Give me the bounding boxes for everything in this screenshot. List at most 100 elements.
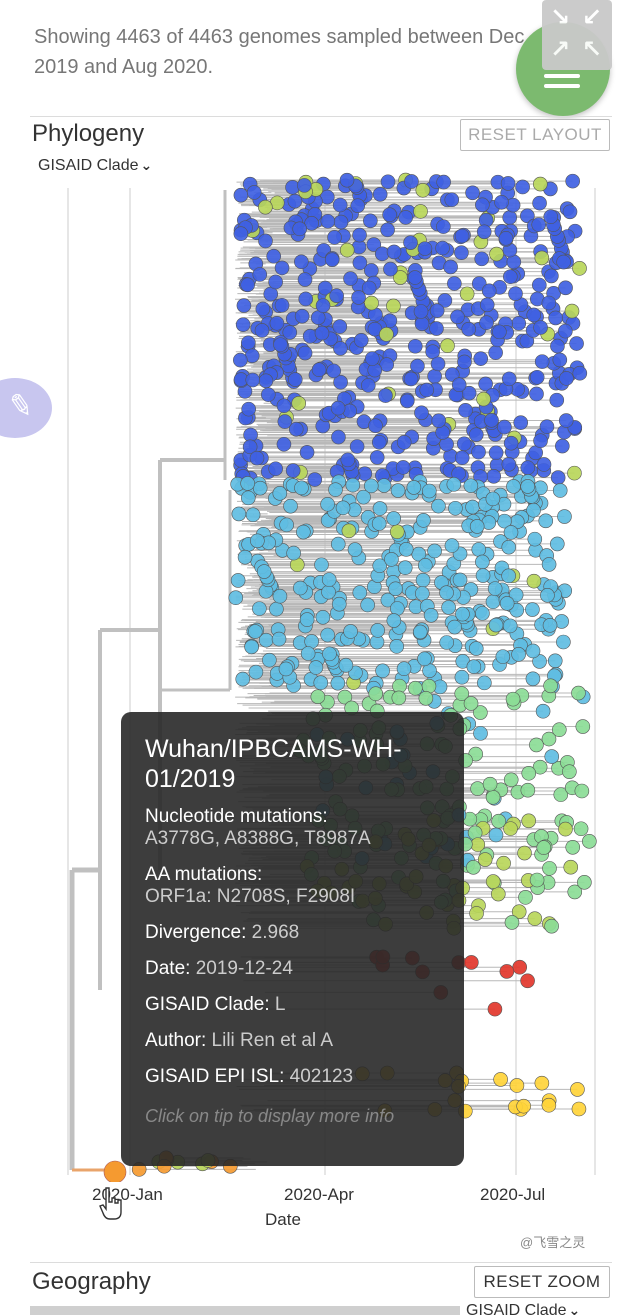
tree-tip[interactable] bbox=[403, 371, 419, 387]
tree-tip[interactable] bbox=[372, 558, 388, 574]
tree-tip[interactable] bbox=[532, 195, 547, 211]
tree-tip[interactable] bbox=[458, 403, 473, 418]
tree-tip[interactable] bbox=[526, 573, 542, 589]
tree-tip[interactable] bbox=[330, 400, 346, 416]
tree-tip[interactable] bbox=[511, 316, 527, 331]
tree-tip[interactable] bbox=[569, 336, 584, 351]
tree-tip[interactable] bbox=[431, 413, 447, 428]
tree-tip[interactable] bbox=[304, 216, 319, 231]
tree-tip[interactable] bbox=[298, 291, 314, 307]
tree-tip[interactable] bbox=[478, 376, 493, 392]
tree-tip[interactable] bbox=[541, 295, 557, 311]
tree-tip[interactable] bbox=[556, 634, 571, 650]
tree-tip[interactable] bbox=[421, 678, 437, 694]
exit-fullscreen-button[interactable]: ↘ ↙ ↗ ↖ bbox=[542, 0, 612, 70]
tree-tip[interactable] bbox=[582, 834, 597, 849]
tree-tip[interactable] bbox=[338, 657, 354, 673]
tree-tip[interactable] bbox=[487, 1001, 503, 1017]
tree-tip[interactable] bbox=[276, 436, 292, 452]
tree-tip[interactable] bbox=[274, 260, 290, 276]
tree-tip[interactable] bbox=[463, 696, 479, 711]
tree-tip[interactable] bbox=[544, 918, 559, 934]
tree-tip[interactable] bbox=[352, 227, 367, 243]
tree-tip[interactable] bbox=[329, 288, 344, 303]
tree-tip[interactable] bbox=[503, 821, 518, 836]
tree-tip[interactable] bbox=[488, 445, 504, 461]
tree-tip[interactable] bbox=[393, 270, 408, 285]
tree-tip[interactable] bbox=[508, 587, 524, 603]
tree-tip[interactable] bbox=[422, 483, 437, 499]
tree-tip[interactable] bbox=[520, 208, 535, 224]
tree-tip[interactable] bbox=[552, 352, 568, 368]
tree-tip[interactable] bbox=[473, 705, 488, 720]
tree-tip[interactable] bbox=[493, 1072, 508, 1087]
tree-tip[interactable] bbox=[380, 174, 396, 190]
tree-tip[interactable] bbox=[361, 378, 376, 393]
tree-tip[interactable] bbox=[419, 382, 435, 398]
tree-tip[interactable] bbox=[540, 588, 555, 603]
tree-tip[interactable] bbox=[511, 647, 526, 662]
tree-tip[interactable] bbox=[465, 185, 480, 201]
tree-tip[interactable] bbox=[413, 204, 428, 219]
tree-tip[interactable] bbox=[485, 874, 501, 889]
tree-tip[interactable] bbox=[471, 444, 486, 460]
tree-tip[interactable] bbox=[343, 271, 358, 286]
tree-tip[interactable] bbox=[564, 303, 580, 319]
tree-tip[interactable] bbox=[577, 875, 592, 890]
tree-tip[interactable] bbox=[228, 590, 244, 606]
tree-tip[interactable] bbox=[532, 759, 548, 775]
tree-tip[interactable] bbox=[501, 457, 517, 472]
tree-tip[interactable] bbox=[504, 915, 520, 930]
tree-tip[interactable] bbox=[331, 429, 346, 445]
tree-tip[interactable] bbox=[351, 290, 366, 305]
tree-tip[interactable] bbox=[468, 427, 484, 442]
tree-tip[interactable] bbox=[300, 646, 316, 661]
tree-tip[interactable] bbox=[320, 627, 335, 643]
tree-tip[interactable] bbox=[457, 354, 472, 370]
tree-tip[interactable] bbox=[241, 335, 256, 351]
tree-tip[interactable] bbox=[276, 398, 292, 414]
tree-tip[interactable] bbox=[550, 338, 565, 354]
tree-tip[interactable] bbox=[321, 572, 337, 587]
tree-tip[interactable] bbox=[249, 450, 265, 466]
tree-tip[interactable] bbox=[288, 421, 304, 437]
tree-tip[interactable] bbox=[529, 737, 544, 753]
tree-tip[interactable] bbox=[294, 480, 309, 496]
tree-tip[interactable] bbox=[516, 1098, 531, 1114]
tree-tip[interactable] bbox=[549, 392, 565, 408]
tree-tip[interactable] bbox=[299, 445, 315, 460]
tree-tip[interactable] bbox=[532, 654, 547, 669]
tree-tip[interactable] bbox=[273, 337, 288, 352]
tree-tip[interactable] bbox=[287, 372, 303, 387]
tree-tip[interactable] bbox=[440, 338, 455, 354]
tree-tip[interactable] bbox=[320, 213, 336, 229]
tree-tip[interactable] bbox=[382, 207, 397, 222]
tree-tip[interactable] bbox=[531, 217, 547, 232]
tree-tip[interactable] bbox=[531, 277, 547, 293]
geo-color-by-dropdown[interactable]: GISAID Clade ⌄ bbox=[466, 1302, 580, 1315]
tree-tip[interactable] bbox=[279, 517, 294, 533]
tree-tip[interactable] bbox=[527, 531, 543, 547]
tree-tip[interactable] bbox=[324, 252, 340, 267]
tree-tip[interactable] bbox=[322, 646, 337, 662]
tree-tip[interactable] bbox=[571, 685, 586, 701]
tree-tip[interactable] bbox=[327, 230, 342, 245]
tree-tip[interactable] bbox=[552, 722, 567, 738]
tree-tip[interactable] bbox=[484, 413, 499, 428]
tree-tip[interactable] bbox=[548, 310, 563, 326]
map-area[interactable] bbox=[30, 1306, 460, 1315]
color-by-dropdown[interactable]: GISAID Clade ⌄ bbox=[38, 157, 152, 175]
tree-tip[interactable] bbox=[574, 783, 590, 799]
tree-tip[interactable] bbox=[518, 890, 533, 905]
tree-tip[interactable] bbox=[307, 472, 323, 487]
tree-tip[interactable] bbox=[315, 609, 331, 625]
tree-tip[interactable] bbox=[513, 415, 529, 430]
tree-tip[interactable] bbox=[268, 461, 283, 477]
tree-tip[interactable] bbox=[435, 240, 450, 256]
tree-tip[interactable] bbox=[558, 413, 574, 428]
tree-tip[interactable] bbox=[492, 324, 507, 340]
tree-tip[interactable] bbox=[509, 1078, 525, 1093]
tree-tip[interactable] bbox=[368, 686, 384, 702]
tree-tip[interactable] bbox=[562, 764, 577, 779]
tree-tip[interactable] bbox=[285, 463, 301, 478]
